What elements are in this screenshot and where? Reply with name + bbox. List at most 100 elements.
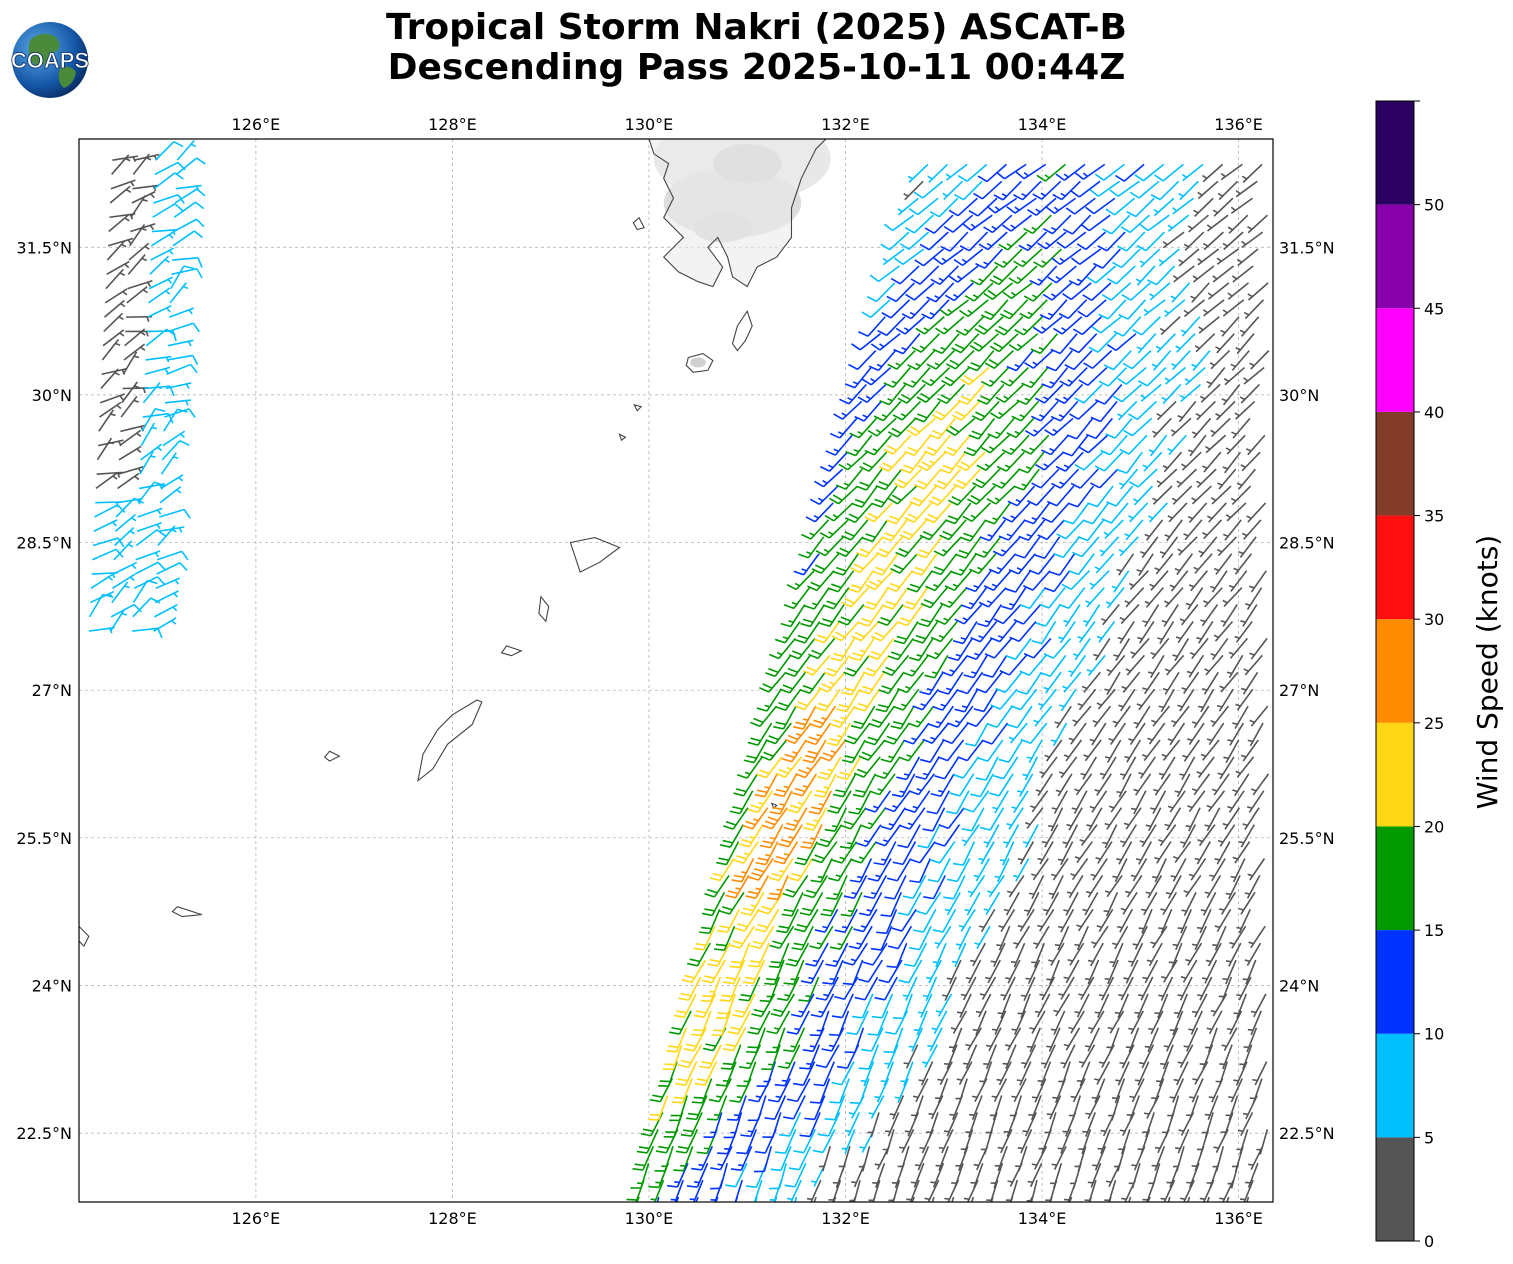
wind-barb: [977, 739, 1004, 762]
wind-barb: [1142, 1112, 1155, 1138]
wind-barb: [824, 807, 847, 832]
wind-barb: [993, 604, 1022, 625]
wind-barb: [1019, 299, 1048, 320]
wind-barb: [872, 553, 899, 576]
wind-barb: [1027, 197, 1057, 216]
wind-barb: [1121, 282, 1151, 301]
wind-barb: [1196, 756, 1215, 779]
wind-barb: [1063, 1027, 1081, 1051]
wind-barb: [747, 790, 774, 814]
wind-barb: [828, 858, 853, 882]
colorbar-bin: [1376, 722, 1414, 827]
wind-barb: [884, 790, 911, 813]
wind-barb: [1177, 536, 1198, 556]
wind-barb: [902, 875, 927, 900]
coastline-tokara-2: [618, 433, 627, 442]
wind-barb: [1094, 383, 1123, 405]
wind-barb: [1085, 417, 1113, 440]
wind-barb: [883, 722, 910, 745]
wind-barb: [1216, 536, 1238, 557]
wind-barb: [1080, 214, 1111, 232]
wind-barb: [944, 282, 974, 302]
wind-barb: [917, 451, 947, 472]
wind-barb: [908, 1027, 924, 1052]
wind-barb: [1197, 248, 1220, 266]
wind-barb: [1171, 485, 1193, 505]
wind-barb: [1085, 197, 1116, 215]
wind-barb: [670, 1179, 684, 1202]
wind-barb: [1187, 790, 1206, 813]
wind-barb: [880, 807, 906, 831]
wind-barb: [112, 155, 139, 162]
wind-barb: [1024, 350, 1054, 369]
wind-barb: [821, 1027, 845, 1052]
wind-barb: [841, 587, 870, 608]
wind-barb: [1081, 671, 1101, 693]
wind-barb: [979, 976, 997, 1000]
wind-barb: [828, 570, 855, 593]
wind-barb: [1191, 485, 1212, 505]
wind-barb: [1227, 282, 1249, 300]
wind-barb: [167, 339, 194, 347]
wind-barb: [946, 790, 970, 815]
lon-tick-label-bottom: 130°E: [625, 1209, 674, 1228]
wind-barb: [113, 540, 134, 561]
colorbar-label: Wind Speed (knots): [1471, 535, 1504, 809]
wind-barb: [732, 993, 756, 1018]
wind-barb: [1044, 739, 1063, 762]
wind-barb: [839, 824, 862, 850]
wind-barb: [1089, 722, 1107, 746]
wind-barb: [974, 925, 991, 950]
wind-barb: [885, 1112, 900, 1137]
wind-barb: [945, 163, 968, 181]
wind-barb: [1021, 1044, 1037, 1069]
wind-barb: [762, 1112, 782, 1139]
wind-barb: [750, 705, 778, 728]
wind-barb: [1002, 502, 1031, 523]
wind-barb: [1058, 299, 1088, 320]
wind-barb: [1192, 925, 1207, 951]
wind-barb: [1103, 519, 1124, 539]
wind-barb: [915, 316, 945, 335]
wind-barb: [928, 485, 957, 506]
wind-barb: [1065, 197, 1096, 215]
wind-barb: [932, 908, 957, 933]
coastline-okinoerabu: [500, 645, 523, 657]
wind-barb: [981, 722, 1009, 745]
wind-barb: [1054, 383, 1084, 405]
wind-barb: [1128, 1196, 1132, 1202]
wind-barb: [975, 756, 999, 781]
wind-barb: [1026, 485, 1055, 507]
wind-barb-layer: [88, 139, 1270, 1202]
wind-barb: [948, 197, 978, 217]
wind-barb: [979, 519, 1006, 542]
wind-barb: [931, 1196, 935, 1202]
wind-barb: [694, 1061, 718, 1086]
wind-barb: [965, 1027, 982, 1051]
wind-barb: [162, 430, 186, 447]
wind-barb: [730, 1145, 753, 1171]
wind-barb: [809, 1010, 830, 1037]
wind-barb: [1044, 1112, 1057, 1138]
wind-barb: [1028, 875, 1045, 900]
wind-barb: [167, 354, 199, 366]
wind-barb: [838, 451, 868, 471]
wind-barb: [1201, 959, 1218, 984]
wind-barb: [991, 1010, 1007, 1035]
wind-barb: [765, 654, 792, 678]
wind-barb: [1047, 265, 1077, 284]
wind-barb: [106, 240, 127, 261]
wind-barb: [658, 1061, 678, 1088]
wind-barb: [1006, 874, 1025, 898]
wind-barb: [1175, 621, 1194, 644]
wind-barb: [1246, 790, 1265, 813]
wind-barb: [889, 1095, 905, 1120]
wind-barb: [1074, 1146, 1087, 1172]
wind-barb: [1015, 163, 1047, 180]
wind-barb: [805, 722, 832, 746]
wind-barb: [131, 190, 156, 204]
wind-barb: [788, 1145, 812, 1171]
wind-barb: [1199, 383, 1221, 403]
wind-barb: [963, 790, 990, 813]
wind-barb: [959, 299, 989, 318]
